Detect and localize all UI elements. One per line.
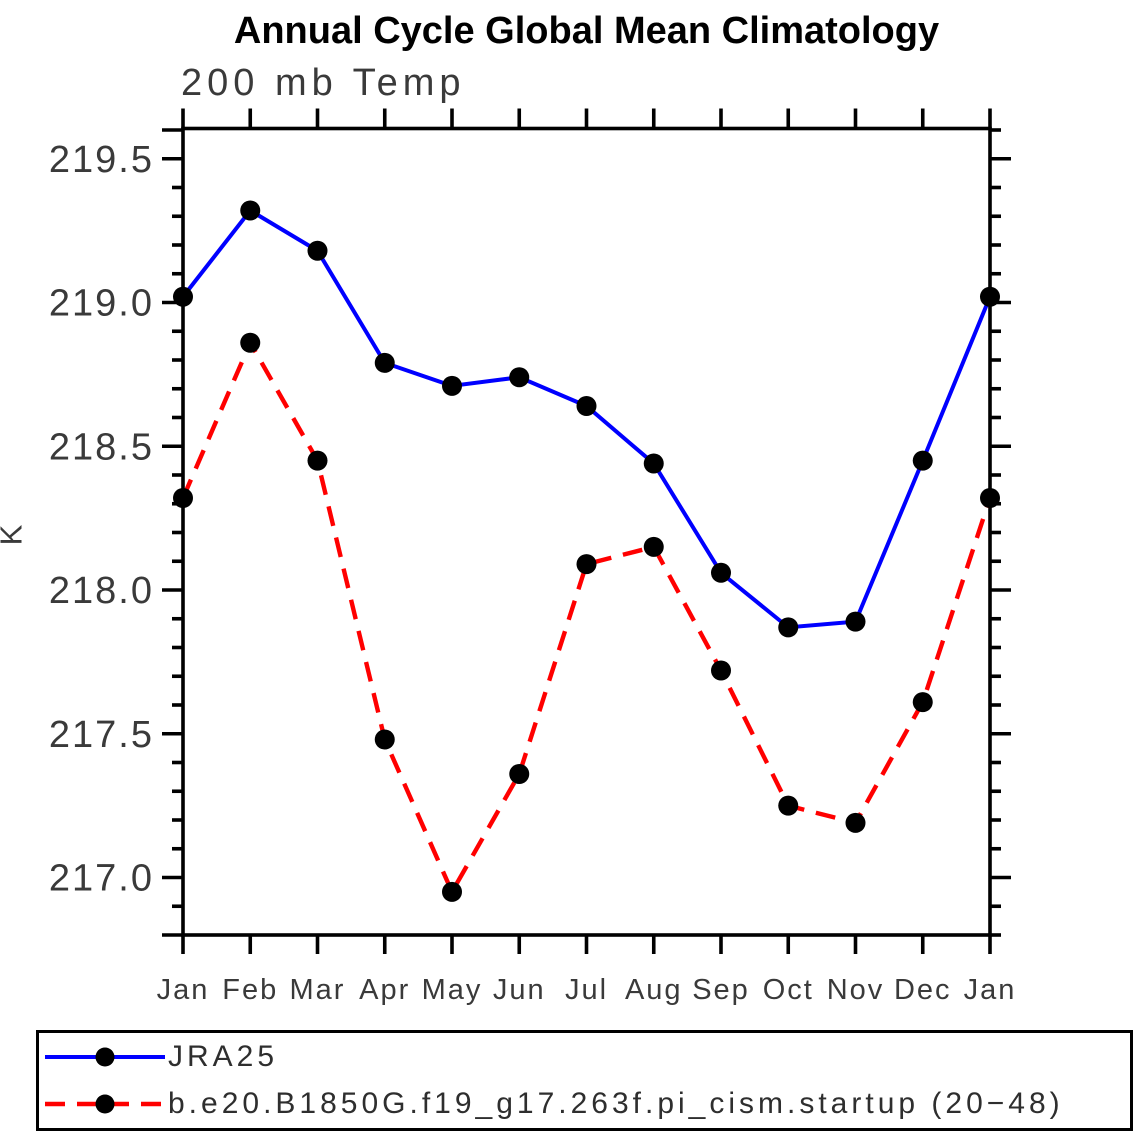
data-point-marker-0 <box>778 617 799 638</box>
chart-subtitle: 200 mb Temp <box>181 62 466 104</box>
data-point-marker-0 <box>845 611 866 632</box>
data-point-marker-1 <box>778 795 799 816</box>
x-tick-label: Jun <box>493 974 546 1006</box>
data-point-marker-1 <box>912 692 933 713</box>
x-tick-label: May <box>422 974 483 1006</box>
legend-item-model: b.e20.B1850G.f19_g17.263f.pi_cism.startu… <box>42 1081 1130 1127</box>
data-point-marker-0 <box>173 286 193 307</box>
data-point-marker-0 <box>912 450 933 471</box>
data-point-marker-1 <box>307 450 328 471</box>
data-point-marker-1 <box>643 536 664 557</box>
data-point-marker-1 <box>173 488 193 508</box>
axis-frame <box>181 126 992 937</box>
data-point-marker-0 <box>980 286 1000 307</box>
legend-key-marker <box>95 1094 115 1114</box>
y-axis-label: K <box>0 525 29 546</box>
y-tick-label: 217.5 <box>49 714 154 756</box>
data-point-marker-0 <box>643 453 664 474</box>
legend-box: JRA25 b.e20.B1850G.f19_g17.263f.pi_cism.… <box>36 1030 1133 1131</box>
legend-label-model: b.e20.B1850G.f19_g17.263f.pi_cism.startu… <box>168 1087 1064 1121</box>
data-point-marker-1 <box>845 812 866 833</box>
y-tick-label: 219.5 <box>49 139 154 181</box>
data-point-marker-1 <box>980 488 1000 508</box>
x-tick-label: Jul <box>565 974 608 1006</box>
legend-solid-line-icon <box>45 1047 165 1067</box>
x-tick-label: Nov <box>827 974 885 1006</box>
data-point-marker-0 <box>374 352 395 373</box>
x-tick-label: Feb <box>222 974 278 1006</box>
x-tick-label: Aug <box>625 974 683 1006</box>
x-tick-label: Oct <box>763 974 814 1006</box>
x-tick-label: Sep <box>692 974 750 1006</box>
data-point-marker-0 <box>576 396 597 416</box>
data-point-marker-0 <box>711 562 731 583</box>
y-tick-label: 217.0 <box>49 858 154 900</box>
series-line-1 <box>180 337 993 897</box>
legend-dashed-line-icon <box>45 1094 165 1114</box>
data-point-marker-1 <box>711 660 731 681</box>
y-tick-label: 218.5 <box>49 426 154 468</box>
chart-title: Annual Cycle Global Mean Climatology <box>233 10 940 52</box>
data-point-marker-0 <box>509 367 530 388</box>
data-point-marker-0 <box>307 240 328 261</box>
x-tick-label: Mar <box>290 974 346 1006</box>
data-point-marker-0 <box>240 200 261 221</box>
data-point-marker-1 <box>509 764 530 784</box>
y-tick-label: 218.0 <box>49 570 154 612</box>
x-tick-label: Dec <box>894 974 952 1006</box>
legend-label-jra25: JRA25 <box>168 1039 279 1073</box>
data-point-marker-1 <box>576 554 597 575</box>
x-tick-label: Jan <box>157 974 210 1006</box>
data-point-marker-0 <box>442 375 462 396</box>
legend-item-jra25: JRA25 <box>42 1034 1130 1080</box>
data-point-marker-1 <box>240 332 261 353</box>
x-tick-label: Jan <box>964 974 1017 1006</box>
y-tick-label: 219.0 <box>49 283 154 325</box>
data-point-marker-1 <box>374 729 395 750</box>
legend-key-marker <box>95 1047 115 1067</box>
x-tick-label: Apr <box>359 974 410 1006</box>
data-point-marker-1 <box>442 881 462 902</box>
